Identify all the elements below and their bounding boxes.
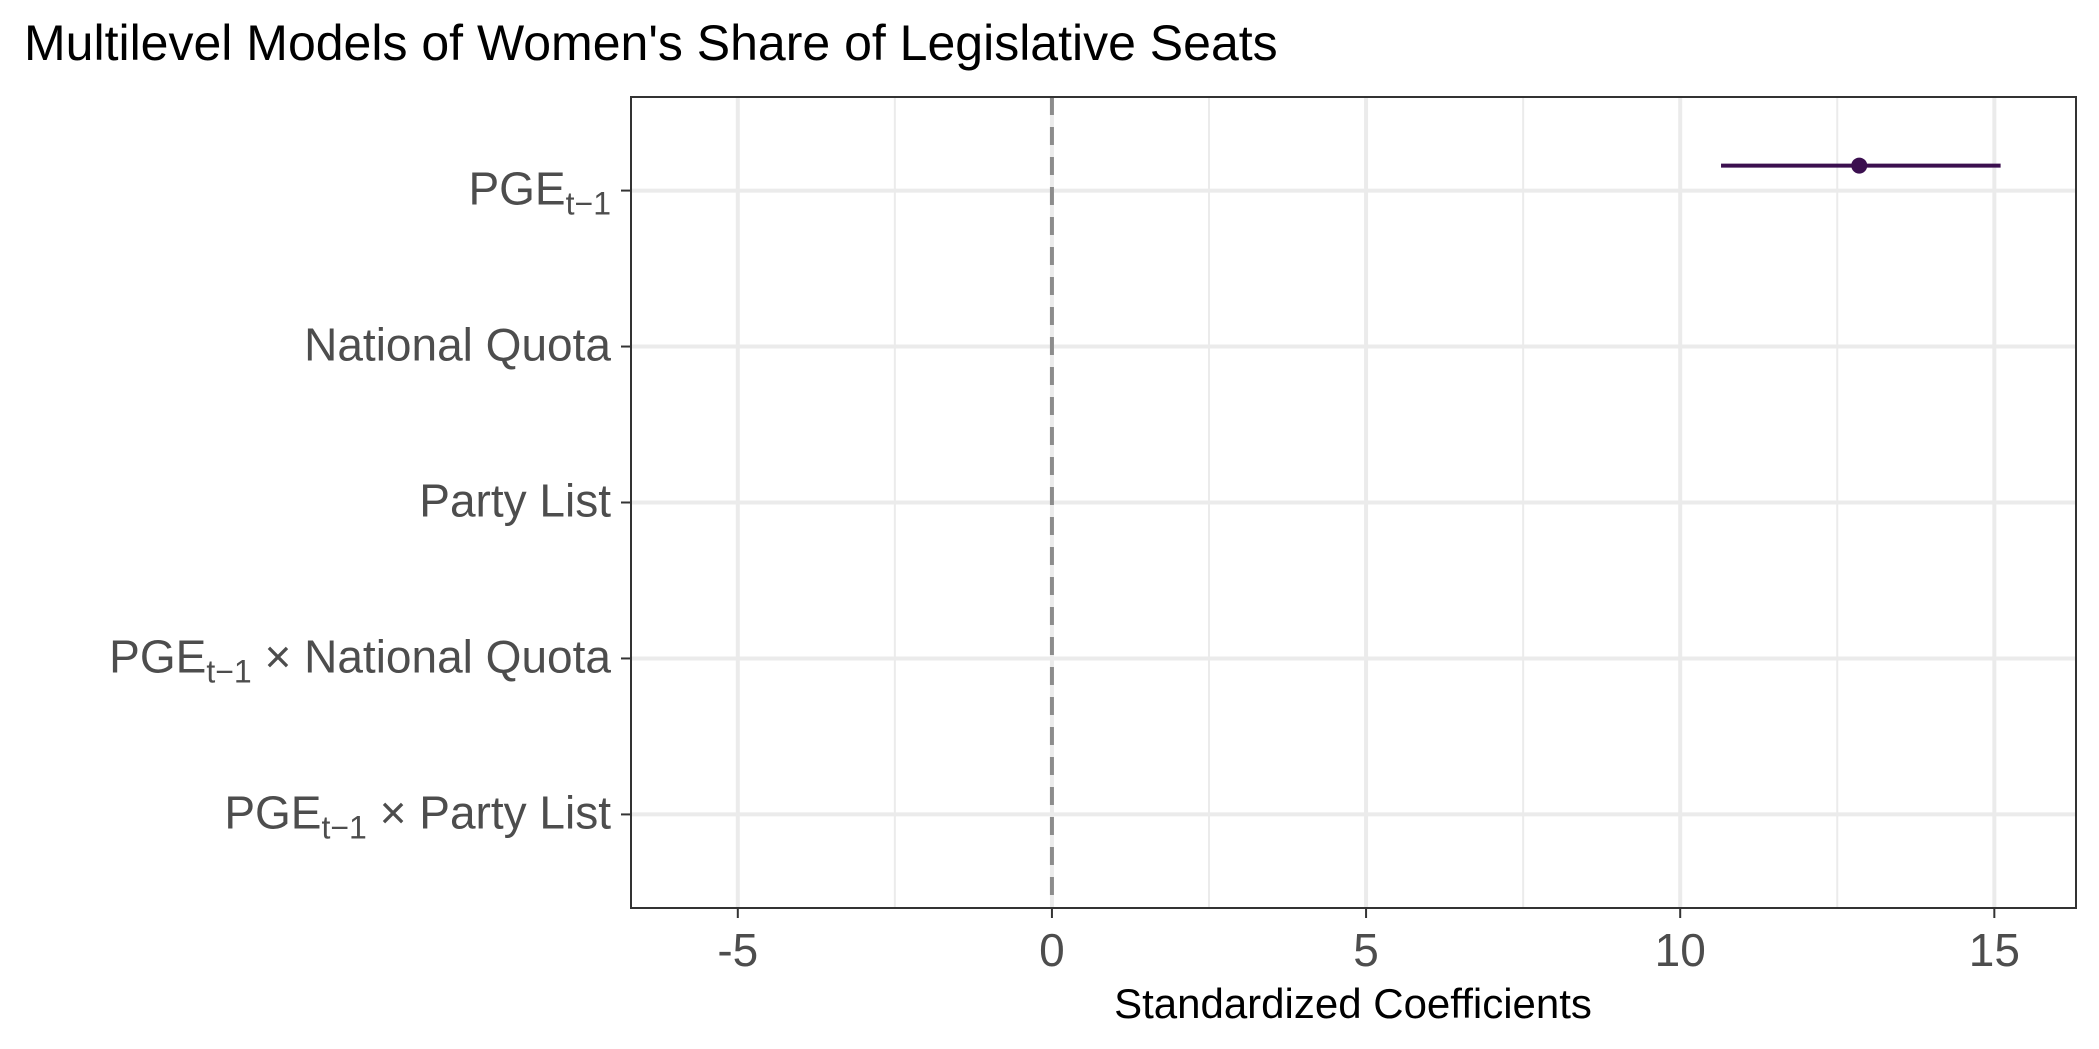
y-tick-label: Party List — [419, 475, 611, 527]
y-tick-label: National Quota — [304, 319, 611, 371]
y-tick-label: PGEt−1 × National Quota — [109, 630, 611, 689]
x-tick-label: 15 — [1969, 924, 2020, 976]
x-tick-label: 10 — [1655, 924, 1706, 976]
x-tick-label: 0 — [1039, 924, 1065, 976]
y-tick-label: PGEt−1 × Party List — [224, 786, 611, 845]
y-axis: PGEt−1 National Quota Party List PGEt−1 × N… — [109, 163, 631, 845]
x-tick-label: -5 — [717, 924, 758, 976]
coefficient-point — [1851, 157, 1868, 174]
chart-title: Multilevel Models of Women's Share of Le… — [24, 15, 1278, 71]
y-tick-label: PGEt−1 — [468, 163, 611, 222]
x-axis-title: Standardized Coefficients — [1114, 980, 1592, 1027]
data-marks — [1721, 157, 2001, 174]
x-tick-label: 5 — [1353, 924, 1379, 976]
major-gridlines — [631, 97, 2076, 908]
x-axis: -5 0 5 10 15 — [717, 908, 2020, 976]
